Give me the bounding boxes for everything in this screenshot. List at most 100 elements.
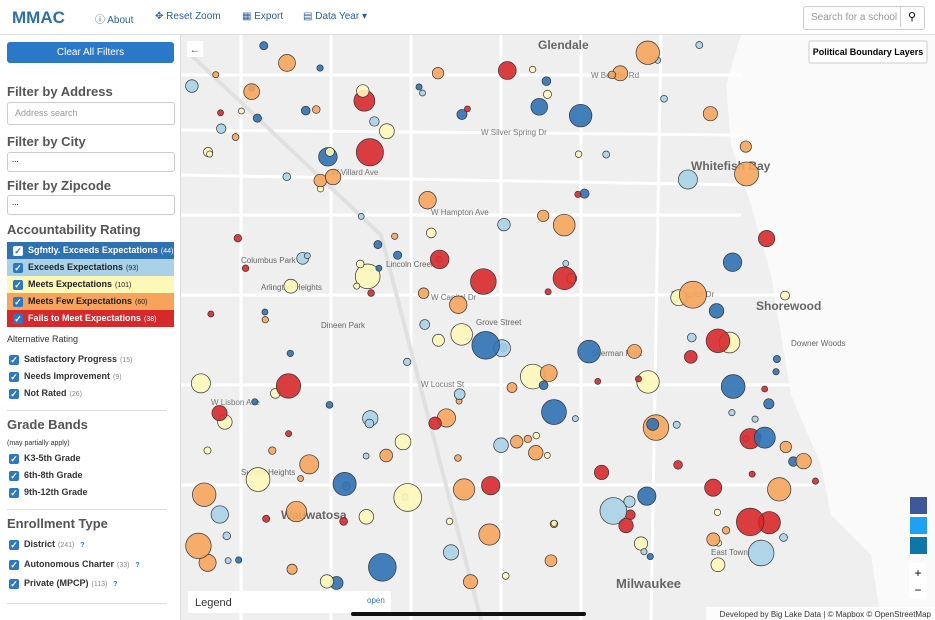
search-icon[interactable]: ⚲ (900, 7, 923, 27)
filter-option[interactable]: ✓ Not Rated (26) (7, 385, 174, 402)
school-marker[interactable] (252, 113, 262, 123)
school-marker[interactable] (720, 374, 746, 399)
school-marker[interactable] (635, 375, 642, 383)
school-marker[interactable] (418, 191, 437, 210)
school-marker[interactable] (278, 54, 296, 72)
school-marker[interactable] (679, 280, 707, 309)
school-marker[interactable] (728, 409, 736, 417)
school-marker[interactable] (231, 133, 240, 141)
school-marker[interactable] (544, 288, 552, 296)
school-marker[interactable] (528, 65, 537, 74)
school-marker[interactable] (493, 437, 509, 453)
school-marker[interactable] (445, 517, 454, 526)
school-marker[interactable] (544, 554, 558, 567)
school-marker[interactable] (599, 497, 628, 525)
school-marker[interactable] (748, 470, 756, 478)
school-marker[interactable] (379, 448, 393, 463)
school-marker[interactable] (646, 553, 654, 561)
school-marker[interactable] (192, 482, 217, 507)
school-marker[interactable] (464, 105, 471, 113)
school-marker[interactable] (428, 416, 442, 430)
school-marker[interactable] (463, 574, 478, 590)
nav-item[interactable]: ▦ Export (242, 11, 283, 22)
school-marker[interactable] (325, 401, 334, 409)
school-marker[interactable] (636, 370, 660, 394)
school-marker[interactable] (758, 230, 776, 248)
legend-box[interactable] (188, 591, 391, 613)
school-marker[interactable] (572, 415, 579, 422)
school-marker[interactable] (708, 303, 725, 319)
school-marker[interactable] (369, 116, 380, 127)
school-marker[interactable] (767, 477, 792, 502)
school-marker[interactable] (594, 378, 602, 385)
layers-button[interactable] (808, 40, 928, 64)
school-marker[interactable] (747, 539, 775, 567)
school-marker[interactable] (633, 536, 649, 551)
zip-select[interactable] (7, 195, 175, 215)
school-marker[interactable] (454, 454, 462, 462)
school-marker[interactable] (319, 574, 334, 589)
school-marker[interactable] (550, 519, 558, 527)
school-marker[interactable] (702, 106, 718, 122)
school-marker[interactable] (431, 67, 445, 80)
school-marker[interactable] (259, 41, 269, 51)
school-marker[interactable] (379, 123, 395, 139)
school-marker[interactable] (607, 70, 617, 80)
filter-option[interactable]: ✓ Autonomous Charter (33) ? (7, 556, 174, 573)
school-marker[interactable] (602, 150, 611, 159)
school-marker[interactable] (627, 344, 642, 359)
school-marker[interactable] (543, 452, 551, 459)
linkedin-icon[interactable] (910, 537, 927, 554)
school-marker[interactable] (618, 517, 634, 534)
school-marker[interactable] (299, 454, 320, 475)
school-marker[interactable] (538, 380, 549, 390)
school-marker[interactable] (224, 557, 232, 564)
school-marker[interactable] (393, 483, 422, 512)
school-marker[interactable] (375, 264, 383, 272)
school-marker[interactable] (297, 475, 304, 482)
school-marker[interactable] (677, 169, 698, 190)
filter-option[interactable]: ✓ District (241) ? (7, 536, 174, 553)
school-marker[interactable] (449, 295, 468, 314)
facebook-icon[interactable] (910, 497, 927, 514)
school-marker[interactable] (501, 572, 510, 580)
school-marker[interactable] (203, 446, 212, 455)
logo[interactable]: MMAC (12, 8, 65, 27)
filter-option[interactable]: ✓ Satisfactory Progress (15) (7, 351, 174, 368)
school-marker[interactable] (364, 418, 375, 429)
school-marker[interactable] (532, 431, 540, 440)
school-marker[interactable] (761, 385, 768, 393)
school-marker[interactable] (541, 76, 552, 86)
school-marker[interactable] (356, 84, 370, 98)
nav-item[interactable]: ▤ Data Year ▾ (303, 11, 367, 22)
school-marker[interactable] (734, 161, 759, 187)
school-marker[interactable] (568, 103, 593, 128)
school-marker[interactable] (811, 477, 819, 485)
school-marker[interactable] (713, 508, 722, 516)
school-marker[interactable] (481, 476, 501, 496)
school-marker[interactable] (739, 140, 752, 153)
school-marker[interactable] (553, 213, 576, 237)
school-marker[interactable] (339, 517, 348, 526)
school-marker[interactable] (539, 364, 558, 382)
school-marker[interactable] (354, 263, 381, 290)
school-marker[interactable] (510, 435, 524, 449)
school-marker[interactable] (358, 509, 375, 525)
school-marker[interactable] (403, 357, 412, 366)
search-box[interactable] (803, 6, 925, 30)
school-marker[interactable] (353, 282, 361, 290)
school-marker[interactable] (313, 173, 327, 188)
school-marker[interactable] (722, 526, 731, 535)
school-marker[interactable] (238, 107, 245, 115)
clear-button[interactable]: Clear All Filters (7, 42, 174, 63)
school-marker[interactable] (779, 533, 788, 542)
school-marker[interactable] (216, 123, 227, 134)
school-marker[interactable] (453, 478, 476, 501)
school-marker[interactable] (362, 452, 370, 460)
school-marker[interactable] (212, 71, 220, 79)
school-marker[interactable] (367, 289, 375, 297)
school-marker[interactable] (355, 259, 365, 269)
school-marker[interactable] (506, 382, 518, 393)
school-marker[interactable] (241, 264, 250, 272)
